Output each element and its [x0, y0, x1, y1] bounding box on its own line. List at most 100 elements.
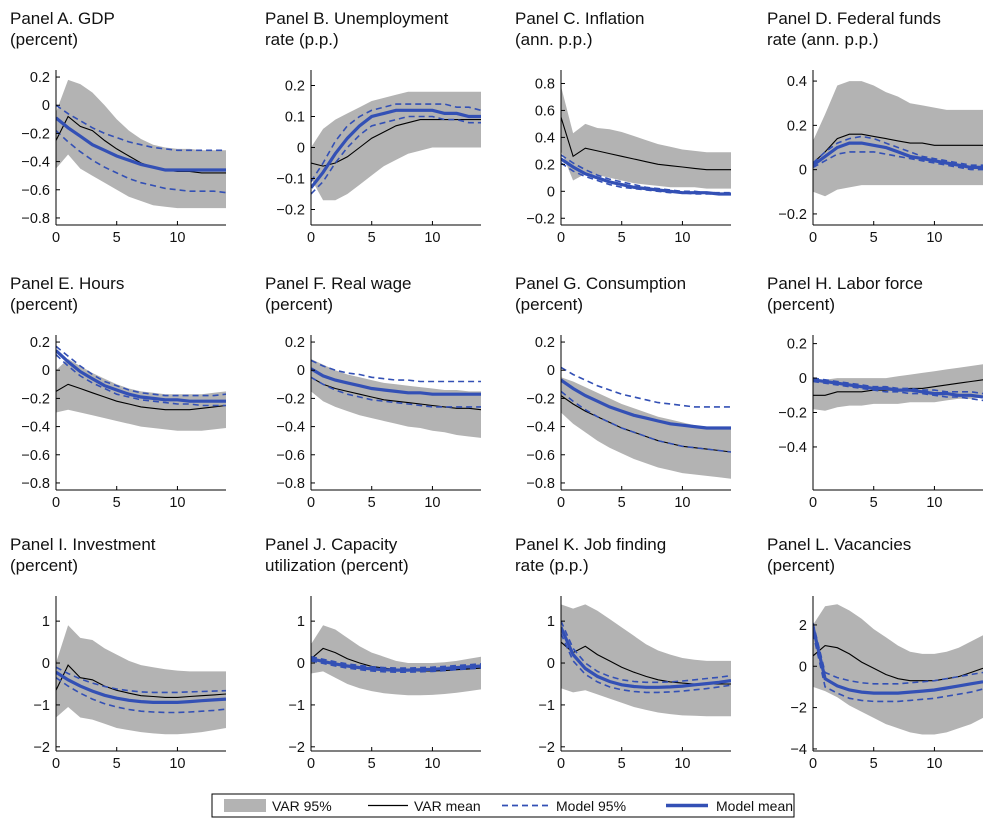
panel-h: Panel H. Labor force (percent) 0.2 0 −0.2 −0.… — [767, 274, 983, 511]
y-tick-label: 1 — [297, 614, 305, 630]
panel-title: Panel E. Hours — [10, 274, 124, 293]
y-tick-label: 0.2 — [285, 79, 305, 95]
panel-d: Panel D. Federal funds rate (ann. p.p.) 0.… — [767, 9, 983, 246]
var-mean-line — [561, 117, 731, 171]
model-95-upper-line — [56, 345, 226, 397]
panel-i: Panel I. Investment(percent)10−1−20 5 10 — [10, 535, 226, 772]
y-tick-label: 0 — [42, 363, 50, 379]
model-95-upper-line — [311, 655, 481, 669]
x-tick-label: 10 — [169, 230, 185, 246]
var-95-band — [813, 81, 983, 197]
y-tick-label: −0.2 — [526, 211, 555, 227]
y-tick-label: 0.2 — [535, 157, 555, 173]
x-tick-label: 0 — [307, 756, 315, 772]
x-tick-label: 0 — [557, 230, 565, 246]
x-tick-label: 5 — [113, 756, 121, 772]
y-tick-label: 0.4 — [535, 130, 555, 146]
x-tick-label: 0 — [557, 495, 565, 511]
y-tick-label: 0 — [547, 184, 555, 200]
model-mean-line — [813, 141, 983, 169]
panel-title: Panel I. Investment — [10, 535, 156, 554]
x-tick-label: 0 — [307, 495, 315, 511]
legend-model-mean-label: Model mean — [716, 798, 793, 814]
y-tick-label: 0.8 — [535, 76, 555, 92]
model-95-upper-line — [813, 377, 983, 395]
x-tick-label: 10 — [424, 230, 440, 246]
y-tick-label: −0.8 — [276, 476, 305, 492]
x-tick-label: 0 — [307, 230, 315, 246]
panel-title: Panel D. Federal funds — [767, 9, 941, 28]
y-tick-label: 1 — [42, 614, 50, 630]
y-tick-label: 0 — [547, 656, 555, 672]
model-95-lower-line — [56, 130, 226, 194]
var-95-band — [56, 625, 226, 735]
y-tick-label: −0.4 — [21, 155, 50, 171]
panel-title: Panel C. Inflation — [515, 9, 644, 28]
y-tick-label: −0.6 — [276, 448, 305, 464]
y-tick-label: −2 — [538, 740, 555, 756]
panel-subtitle: utilization (percent) — [265, 556, 409, 575]
x-tick-label: 10 — [674, 230, 690, 246]
y-tick-label: −0.2 — [778, 207, 807, 223]
x-tick-label: 5 — [618, 756, 626, 772]
x-tick-label: 0 — [52, 495, 60, 511]
panel-title: Panel F. Real wage — [265, 274, 411, 293]
var-95-band — [813, 364, 983, 411]
var-95-band — [561, 604, 731, 717]
panel-e: Panel E. Hours (percent) 0.2 0 −0.2 −0.4 −0.6 −… — [10, 274, 226, 511]
panel-subtitle: rate (p.p.) — [515, 556, 589, 575]
plot-area — [56, 79, 226, 209]
y-tick-label: 0.2 — [285, 335, 305, 351]
model-95-upper-line — [561, 620, 731, 684]
plot-area — [813, 81, 983, 197]
y-tick-label: −0.2 — [526, 391, 555, 407]
y-tick-label: −2 — [790, 701, 807, 717]
panel-subtitle: (percent) — [767, 556, 835, 575]
var-mean-line — [813, 133, 983, 164]
y-tick-label: 2 — [799, 618, 807, 634]
panel-subtitle: (percent) — [10, 556, 78, 575]
x-tick-label: 5 — [368, 756, 376, 772]
x-tick-label: 5 — [870, 756, 878, 772]
y-tick-label: −0.2 — [276, 391, 305, 407]
model-mean-line — [311, 108, 481, 189]
panel-subtitle: (ann. p.p.) — [515, 30, 593, 49]
plot-area — [56, 625, 226, 735]
legend-var-mean-label: VAR mean — [414, 798, 481, 814]
model-95-upper-line — [311, 103, 481, 183]
y-tick-label: −0.6 — [21, 448, 50, 464]
y-tick-label: −0.4 — [526, 420, 555, 436]
x-tick-label: 5 — [618, 230, 626, 246]
x-tick-label: 10 — [674, 756, 690, 772]
panel-title: Panel H. Labor force — [767, 274, 923, 293]
panel-subtitle: (percent) — [515, 295, 583, 314]
panel-title: Panel B. Unemployment — [265, 9, 449, 28]
model-mean-line — [561, 626, 731, 689]
y-tick-label: 0 — [297, 363, 305, 379]
x-tick-label: 5 — [113, 230, 121, 246]
model-95-lower-line — [813, 151, 983, 171]
y-tick-label: −0.2 — [21, 391, 50, 407]
y-tick-label: −0.4 — [21, 420, 50, 436]
plot-area — [56, 345, 226, 431]
y-tick-label: 0 — [297, 141, 305, 157]
x-tick-label: 0 — [809, 756, 817, 772]
model-95-lower-line — [813, 380, 983, 402]
y-tick-label: 0 — [297, 656, 305, 672]
panel-title: Panel G. Consumption — [515, 274, 686, 293]
plot-area — [311, 625, 481, 696]
model-95-upper-line — [813, 622, 983, 685]
y-tick-label: 0 — [42, 98, 50, 114]
model-95-lower-line — [311, 660, 481, 674]
var-95-band — [311, 91, 481, 201]
x-tick-label: 5 — [870, 230, 878, 246]
x-tick-label: 10 — [926, 756, 942, 772]
panel-title: Panel J. Capacity — [265, 535, 398, 554]
model-95-upper-line — [813, 135, 983, 166]
model-95-upper-line — [56, 104, 226, 152]
x-tick-label: 10 — [674, 495, 690, 511]
panel-title: Panel K. Job finding — [515, 535, 666, 554]
